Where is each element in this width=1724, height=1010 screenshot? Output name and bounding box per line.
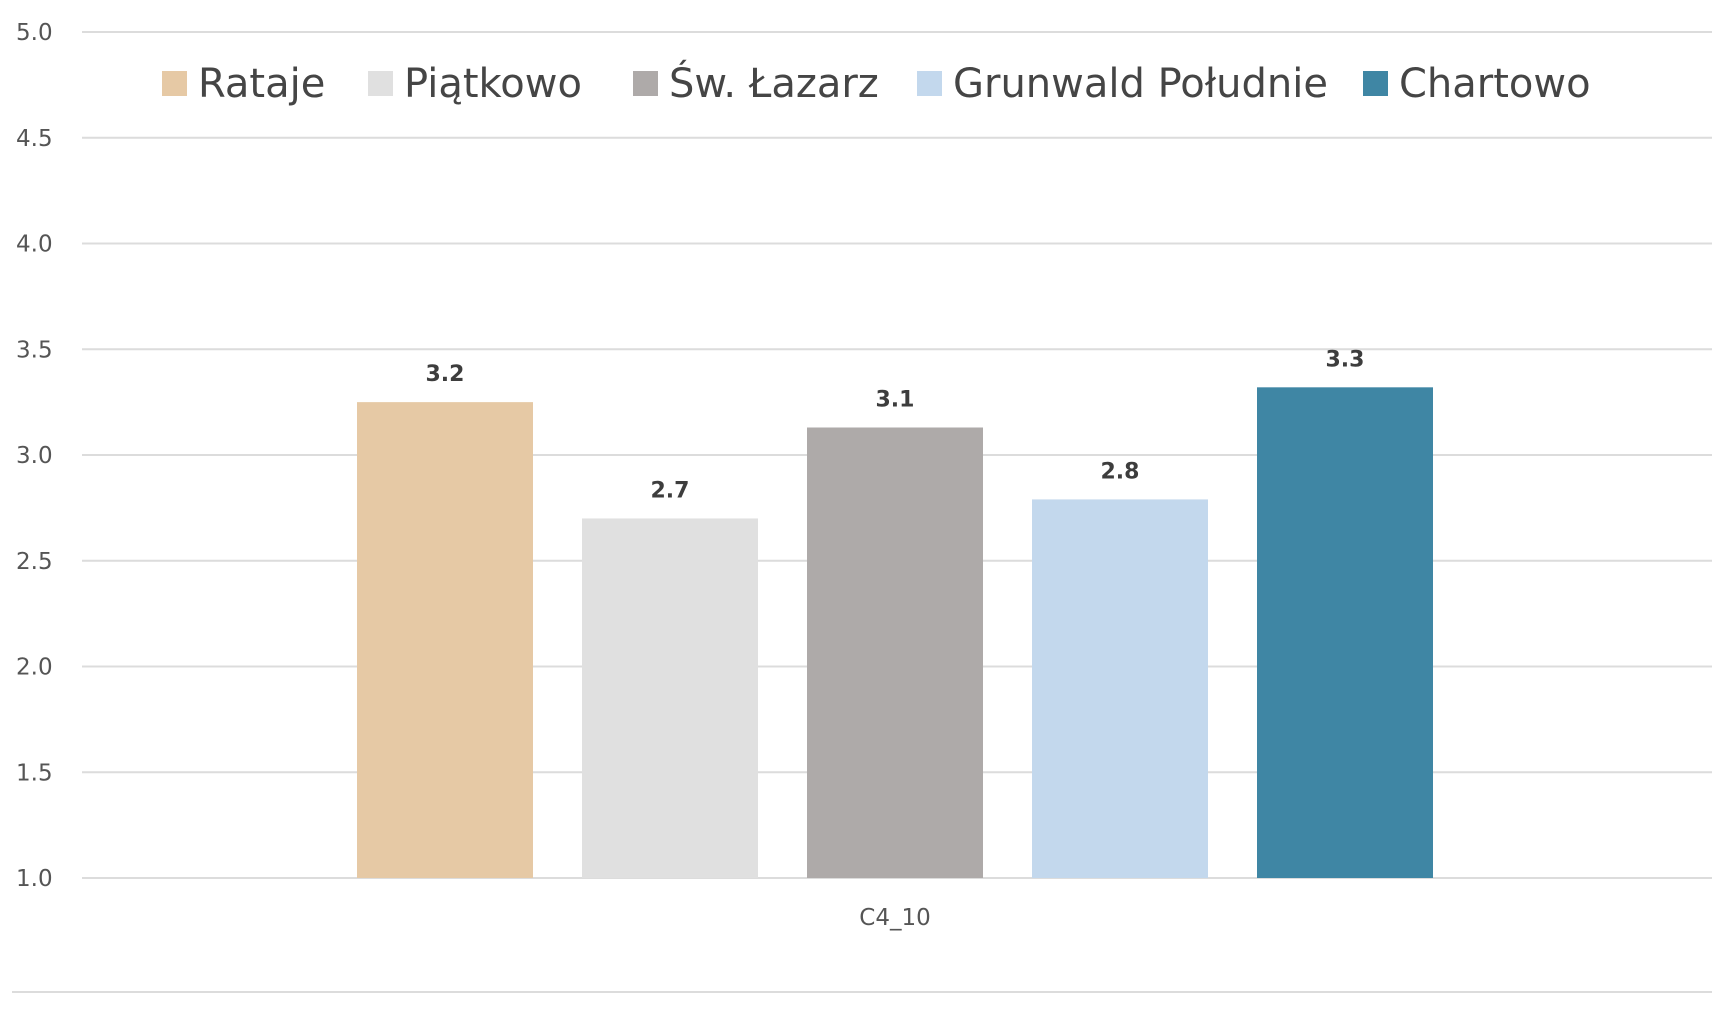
legend-entry: Chartowo <box>1399 61 1591 107</box>
legend-swatch <box>633 71 658 96</box>
value-label: 2.7 <box>651 478 690 503</box>
y-tick-label: 3.5 <box>16 337 53 363</box>
category-label: C4_10 <box>859 905 930 931</box>
value-label: 2.8 <box>1101 459 1140 484</box>
value-label: 3.3 <box>1326 347 1365 372</box>
legend-swatch <box>368 71 393 96</box>
legend-swatch <box>162 71 187 96</box>
value-label: 3.2 <box>426 362 465 387</box>
value-label: 3.1 <box>876 388 915 413</box>
bar-1 <box>357 402 533 878</box>
legend-entry: Grunwald Południe <box>953 61 1328 107</box>
value-labels: 3.2 2.7 3.1 2.8 3.3 <box>426 347 1365 503</box>
bar-4 <box>1032 499 1208 878</box>
legend-entry: Św. Łazarz <box>669 59 879 107</box>
y-axis-ticks: 1.0 1.5 2.0 2.5 3.0 3.5 4.0 4.5 5.0 <box>16 20 53 892</box>
legend-swatch <box>1363 71 1388 96</box>
y-tick-label: 3.0 <box>16 443 53 469</box>
legend: Rataje Piątkowo Św. Łazarz Grunwald Południ… <box>162 59 1591 107</box>
y-tick-label: 1.5 <box>16 760 53 786</box>
x-axis-categories: C4_10 <box>859 905 930 931</box>
y-tick-label: 4.5 <box>16 126 53 152</box>
legend-entry: Piątkowo <box>404 61 582 107</box>
bar-5 <box>1257 387 1433 878</box>
y-tick-label: 1.0 <box>16 866 53 892</box>
legend-swatch <box>917 71 942 96</box>
y-tick-label: 2.5 <box>16 549 53 575</box>
y-tick-label: 2.0 <box>16 655 53 681</box>
bars <box>357 387 1433 878</box>
bar-3 <box>807 427 983 878</box>
bar-2 <box>582 518 758 878</box>
y-tick-label: 5.0 <box>16 20 53 46</box>
legend-entry: Rataje <box>198 61 325 107</box>
y-tick-label: 4.0 <box>16 232 53 258</box>
